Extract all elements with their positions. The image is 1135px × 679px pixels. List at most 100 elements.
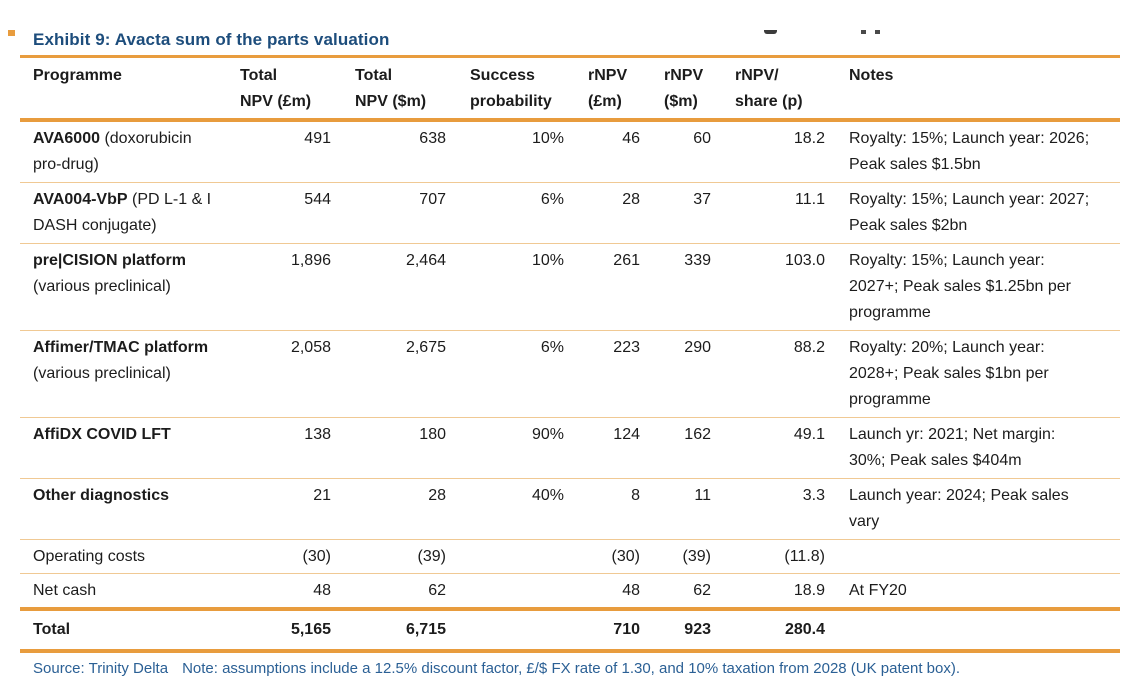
valuation-table: Programme Total NPV (£m) Total NPV ($m) Su… — [20, 58, 1120, 653]
cell-notes: Launch year: 2024; Peak sales vary — [849, 487, 1069, 530]
cell-total-npv-gbp: 544 — [304, 191, 331, 208]
cell-programme: Operating costs — [33, 548, 146, 565]
table-row: AVA004-VbP (PD L-1 & I DASH conjugate) 5… — [20, 182, 1120, 244]
cell-total-npv-usd: 2,464 — [405, 252, 446, 269]
cell-rnpv-usd: 290 — [684, 339, 711, 356]
cell-programme: Total — [33, 621, 71, 638]
cell-total-npv-gbp: (30) — [302, 548, 331, 565]
cell-total-npv-usd: 180 — [419, 426, 446, 443]
cell-rnpv-per-share: 3.3 — [802, 487, 825, 504]
cell-total-npv-usd: 638 — [419, 130, 446, 147]
cell-total-npv-usd: 2,675 — [405, 339, 446, 356]
header-rnpv-usd: rNPV ($m) — [664, 67, 704, 110]
cell-total-npv-gbp: 21 — [313, 487, 331, 504]
cell-programme: AffiDX COVID LFT — [33, 426, 171, 443]
cell-programme: Net cash — [33, 582, 97, 599]
cell-rnpv-gbp: 124 — [613, 426, 640, 443]
cell-notes: Launch yr: 2021; Net margin: 30%; Peak s… — [849, 426, 1056, 469]
page-edge-artifact — [8, 30, 15, 36]
table-header-row: Programme Total NPV (£m) Total NPV ($m) Su… — [20, 58, 1120, 120]
header-rnpv-per-share: rNPV/share (p) — [735, 67, 803, 110]
cell-notes: Royalty: 15%; Launch year: 2027+; Peak s… — [849, 252, 1071, 321]
cell-rnpv-per-share: 280.4 — [784, 621, 825, 638]
cell-notes: Royalty: 15%; Launch year: 2027; Peak sa… — [849, 191, 1090, 234]
exhibit-title: Exhibit 9: Avacta sum of the parts valua… — [20, 30, 1120, 58]
cell-success-probability — [458, 574, 576, 610]
cell-success-probability — [458, 540, 576, 574]
cell-rnpv-usd: 11 — [694, 487, 711, 504]
cell-success-probability — [458, 609, 576, 651]
cell-total-npv-gbp: 5,165 — [290, 621, 331, 638]
table-row: pre|CISION platform (various preclinical… — [20, 243, 1120, 331]
cell-success-probability: 10% — [531, 252, 564, 269]
cell-programme: AVA6000 (doxorubicin pro-drug) — [33, 130, 192, 173]
header-total-npv-usd: Total NPV ($m) — [355, 67, 427, 110]
cell-total-npv-usd: 6,715 — [405, 621, 446, 638]
clipped-text-remnant — [861, 30, 866, 34]
source-text: Source: Trinity Delta — [33, 660, 169, 677]
cell-rnpv-gbp: 28 — [622, 191, 640, 208]
cell-rnpv-per-share: 88.2 — [793, 339, 825, 356]
cell-success-probability: 6% — [540, 339, 564, 356]
cell-notes: Royalty: 20%; Launch year: 2028+; Peak s… — [849, 339, 1049, 408]
cell-programme: pre|CISION platform (various preclinical… — [33, 252, 186, 295]
cell-notes: At FY20 — [849, 582, 907, 599]
header-notes: Notes — [849, 67, 894, 84]
cell-notes — [837, 540, 1120, 574]
cell-rnpv-usd: 162 — [684, 426, 711, 443]
clipped-text-remnant — [875, 30, 880, 34]
cell-total-npv-gbp: 138 — [304, 426, 331, 443]
cell-notes: Royalty: 15%; Launch year: 2026; Peak sa… — [849, 130, 1090, 173]
cell-success-probability: 40% — [531, 487, 564, 504]
cell-total-npv-usd: 62 — [428, 582, 446, 599]
cell-total-npv-usd: (39) — [417, 548, 446, 565]
cell-success-probability: 90% — [531, 426, 564, 443]
table-row-total: Total 5,165 6,715 710 923 280.4 — [20, 609, 1120, 651]
header-rnpv-gbp: rNPV (£m) — [588, 67, 628, 110]
cell-rnpv-per-share: 103.0 — [784, 252, 825, 269]
cell-rnpv-usd: 37 — [693, 191, 711, 208]
cell-rnpv-per-share: 49.1 — [793, 426, 825, 443]
cell-rnpv-usd: 923 — [684, 621, 711, 638]
table-row: Net cash 48 62 48 62 18.9 At FY20 — [20, 573, 1120, 610]
table-row: Operating costs (30) (39) (30) (39) (11.… — [20, 539, 1120, 574]
cell-rnpv-per-share: 11.1 — [795, 191, 825, 208]
cell-success-probability: 6% — [540, 191, 564, 208]
cell-rnpv-per-share: 18.9 — [793, 582, 825, 599]
cell-notes — [837, 609, 1120, 651]
cell-rnpv-gbp: 46 — [622, 130, 640, 147]
header-success-probability: Success probability — [470, 67, 552, 110]
table-row: Affimer/TMAC platform (various preclinic… — [20, 330, 1120, 418]
cell-total-npv-usd: 707 — [419, 191, 446, 208]
cell-rnpv-usd: 339 — [684, 252, 711, 269]
cell-programme: AVA004-VbP (PD L-1 & I DASH conjugate) — [33, 191, 212, 234]
clipped-text-remnant — [764, 30, 777, 34]
header-total-npv-gbp: Total NPV (£m) — [240, 67, 312, 110]
cell-rnpv-gbp: 223 — [613, 339, 640, 356]
cell-rnpv-gbp: 710 — [613, 621, 640, 638]
cell-rnpv-gbp: 48 — [622, 582, 640, 599]
cell-rnpv-usd: 60 — [693, 130, 711, 147]
cell-rnpv-usd: 62 — [693, 582, 711, 599]
table-row: Other diagnostics 21 28 40% 8 11 3.3 Lau… — [20, 478, 1120, 540]
cell-rnpv-per-share: 18.2 — [793, 130, 825, 147]
table-row: AffiDX COVID LFT 138 180 90% 124 162 49.… — [20, 417, 1120, 479]
cell-programme: Affimer/TMAC platform (various preclinic… — [33, 339, 209, 382]
cell-total-npv-gbp: 491 — [304, 130, 331, 147]
source-note: Source: Trinity Delta Note: assumptions i… — [20, 660, 1120, 677]
header-programme: Programme — [33, 67, 122, 84]
cell-total-npv-usd: 28 — [428, 487, 446, 504]
cell-total-npv-gbp: 2,058 — [290, 339, 331, 356]
cell-rnpv-per-share: (11.8) — [784, 548, 825, 565]
note-text: Note: assumptions include a 12.5% discou… — [182, 660, 961, 677]
cell-total-npv-gbp: 1,896 — [290, 252, 331, 269]
cell-success-probability: 10% — [531, 130, 564, 147]
cell-rnpv-gbp: (30) — [611, 548, 640, 565]
table-row: AVA6000 (doxorubicin pro-drug) 491 638 1… — [20, 120, 1120, 183]
cell-total-npv-gbp: 48 — [313, 582, 331, 599]
cell-rnpv-gbp: 261 — [613, 252, 640, 269]
cell-rnpv-usd: (39) — [682, 548, 711, 565]
cell-rnpv-gbp: 8 — [631, 487, 640, 504]
exhibit-container: Exhibit 9: Avacta sum of the parts valua… — [20, 30, 1120, 677]
cell-programme: Other diagnostics — [33, 487, 170, 504]
